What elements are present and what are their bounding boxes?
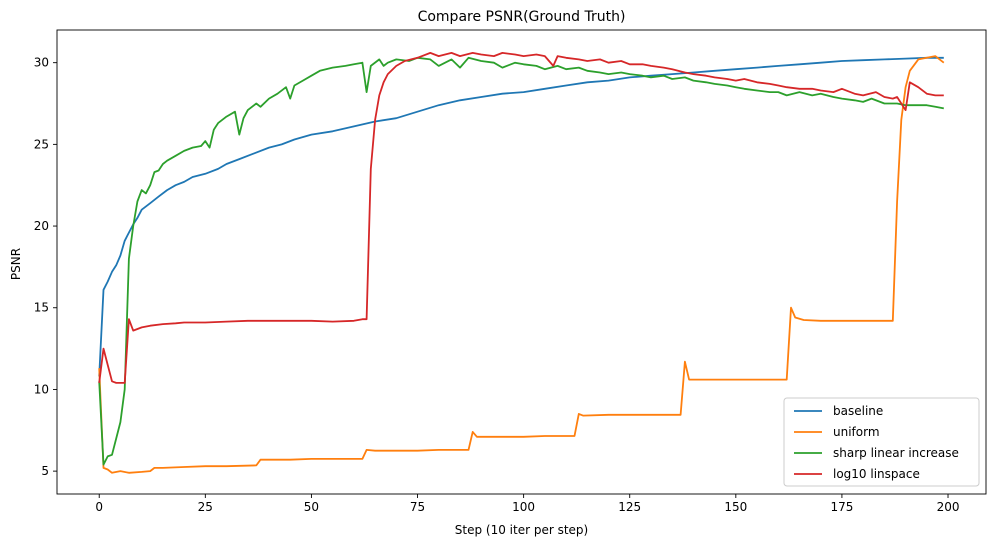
legend-label-0: baseline xyxy=(833,404,883,418)
plot-frame xyxy=(56,29,987,495)
legend-label-3: log10 linspace xyxy=(833,467,920,481)
x-tick-label: 25 xyxy=(198,500,213,514)
y-tick-label: 20 xyxy=(34,219,49,233)
legend-label-1: uniform xyxy=(833,425,880,439)
y-tick-label: 5 xyxy=(41,464,49,478)
x-tick-label: 100 xyxy=(512,500,535,514)
x-tick-label: 75 xyxy=(410,500,425,514)
x-tick-label: 200 xyxy=(937,500,960,514)
legend-label-2: sharp linear increase xyxy=(833,446,959,460)
y-axis: 5 10 15 20 25 30 xyxy=(34,56,57,478)
legend-box xyxy=(783,397,980,487)
series-line-1 xyxy=(98,55,945,474)
series-line-3 xyxy=(98,52,944,384)
legend: baseline uniform sharp linear increase log1… xyxy=(783,397,980,487)
y-tick-label: 15 xyxy=(34,301,49,315)
x-tick-label: 175 xyxy=(830,500,853,514)
x-axis: 0 25 50 75 100 125 150 175 200 xyxy=(95,494,959,514)
plot-area xyxy=(56,29,987,495)
x-tick-label: 125 xyxy=(618,500,641,514)
y-tick-label: 10 xyxy=(34,382,49,396)
x-axis-label: Step (10 iter per step) xyxy=(455,523,588,537)
chart-title: Compare PSNR(Ground Truth) xyxy=(418,9,626,25)
x-tick-label: 50 xyxy=(304,500,319,514)
series-line-0 xyxy=(98,56,944,377)
y-axis-label: PSNR xyxy=(9,248,23,280)
x-tick-label: 0 xyxy=(95,500,103,514)
y-tick-label: 30 xyxy=(34,56,49,70)
y-tick-label: 25 xyxy=(34,137,49,151)
x-tick-label: 150 xyxy=(724,500,747,514)
